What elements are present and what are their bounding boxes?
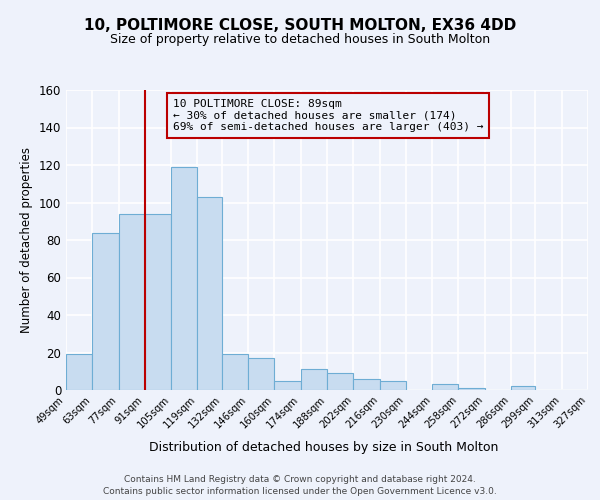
Bar [274, 380, 301, 390]
Bar [327, 373, 353, 390]
Bar [432, 384, 458, 390]
Bar [171, 167, 197, 390]
Text: Contains HM Land Registry data © Crown copyright and database right 2024.: Contains HM Land Registry data © Crown c… [124, 474, 476, 484]
Bar [301, 370, 327, 390]
Bar [145, 214, 171, 390]
Bar [92, 232, 119, 390]
Bar [197, 197, 222, 390]
Bar [380, 380, 406, 390]
Text: Size of property relative to detached houses in South Molton: Size of property relative to detached ho… [110, 32, 490, 46]
Y-axis label: Number of detached properties: Number of detached properties [20, 147, 33, 333]
Bar [458, 388, 485, 390]
Bar [119, 214, 145, 390]
Bar [248, 358, 274, 390]
Text: 10, POLTIMORE CLOSE, SOUTH MOLTON, EX36 4DD: 10, POLTIMORE CLOSE, SOUTH MOLTON, EX36 … [84, 18, 516, 32]
Bar [66, 354, 92, 390]
Text: 10 POLTIMORE CLOSE: 89sqm
← 30% of detached houses are smaller (174)
69% of semi: 10 POLTIMORE CLOSE: 89sqm ← 30% of detac… [173, 99, 484, 132]
Bar [511, 386, 535, 390]
Bar [222, 354, 248, 390]
Text: Distribution of detached houses by size in South Molton: Distribution of detached houses by size … [149, 441, 499, 454]
Text: Contains public sector information licensed under the Open Government Licence v3: Contains public sector information licen… [103, 486, 497, 496]
Bar [353, 379, 380, 390]
